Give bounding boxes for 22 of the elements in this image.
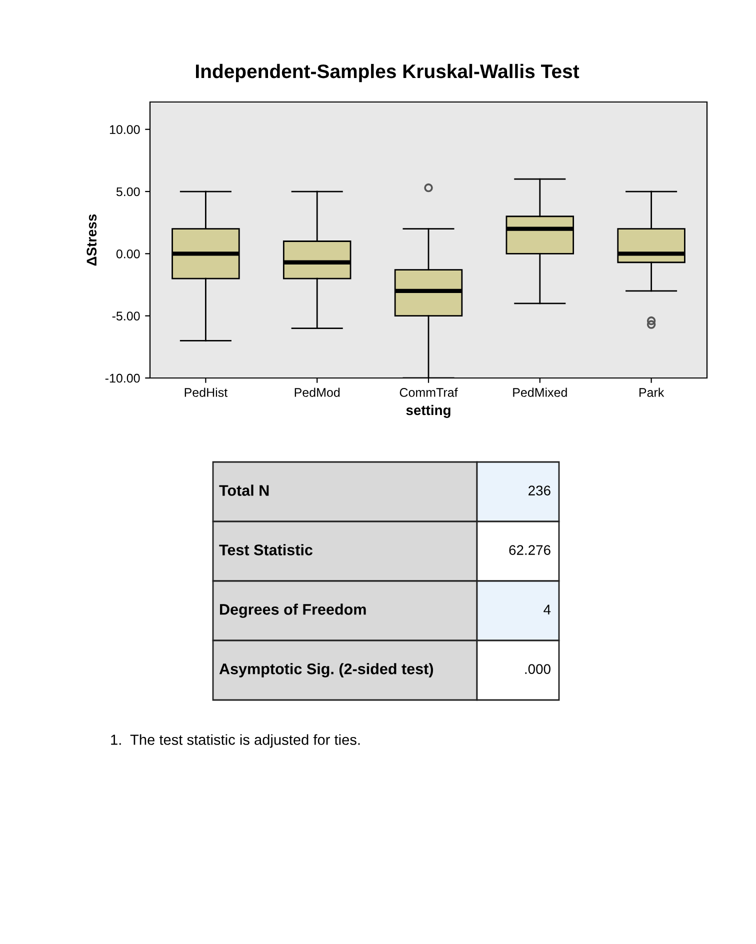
x-tick-label: PedHist [184,388,228,397]
text: 4 [544,604,551,614]
text: 1. The test statistic is adjusted for ties. [111,734,360,748]
y-tick-label: 10.00 [110,125,140,134]
x-tick-label: CommTraf [400,388,458,397]
text: Asymptotic Sig. (2-sided test) [219,663,434,678]
x-tick-label: PedMixed [513,388,567,397]
x-axis-title: setting [406,404,450,418]
chart-title: Independent-Samples Kruskal-Wallis Test [196,64,580,82]
y-tick-label: 0.00 [116,249,140,258]
text: Test Statistic [219,544,313,556]
text: Total N [219,484,269,496]
text: 62.276 [509,545,550,555]
y-tick-label: -10.00 [105,374,140,383]
y-tick-label: -5.00 [112,312,140,320]
text: 236 [528,486,550,496]
text: .000 [525,664,550,674]
y-tick-label: 5.00 [116,187,140,196]
x-tick-label: Park [639,388,664,397]
x-tick-label: PedMod [294,388,340,397]
y-axis-title: ΔStress [86,214,97,266]
text: Degrees of Freedom [220,604,366,618]
